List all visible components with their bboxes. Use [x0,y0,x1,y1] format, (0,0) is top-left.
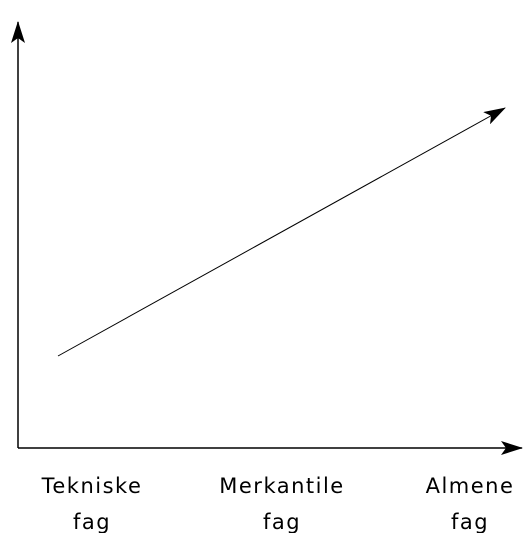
label: Tekniske [41,474,143,498]
trend-arrow [57,107,506,357]
label: Almene [426,474,515,498]
label: fag [451,510,489,533]
label: fag [263,510,301,533]
label: fag [73,510,111,533]
label: Merkantile [219,474,344,498]
